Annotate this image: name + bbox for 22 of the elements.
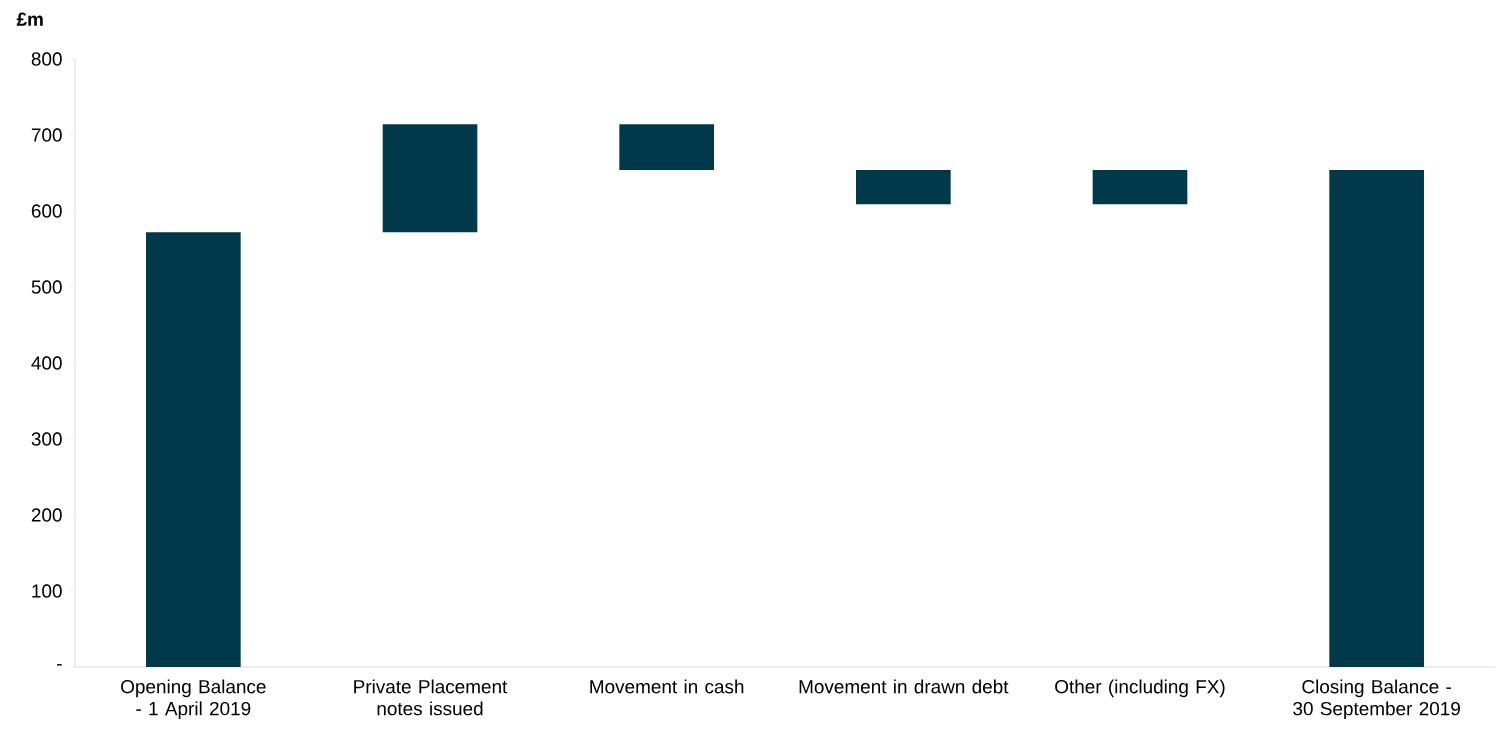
- x-tick-label: Movement in cash: [590, 679, 744, 694]
- y-tick-label: 700: [31, 128, 62, 142]
- y-tick-label: -: [57, 664, 62, 666]
- y-tick-label: 400: [31, 356, 62, 370]
- y-tick-label: 500: [31, 280, 62, 294]
- y-axis-title: £m: [16, 12, 43, 26]
- x-tick-label: Closing Balance - 30 September 2019: [1293, 679, 1460, 720]
- bar: [1329, 169, 1424, 667]
- bar: [1092, 169, 1188, 205]
- x-tick-label: Opening Balance - 1 April 2019: [121, 679, 266, 720]
- y-tick-label: 300: [31, 432, 62, 446]
- y-tick-label: 200: [31, 508, 62, 522]
- bar: [382, 124, 478, 233]
- x-tick-label: Private Placement notes issued: [354, 679, 508, 716]
- x-tick-label: Other (including FX): [1055, 679, 1225, 698]
- y-tick-label: 600: [31, 204, 62, 218]
- x-tick-label: Movement in drawn debt: [799, 679, 1009, 694]
- bar: [146, 232, 241, 667]
- y-tick-label: 800: [31, 52, 62, 66]
- bar: [619, 124, 714, 170]
- bar: [856, 169, 951, 205]
- y-tick-label: 100: [32, 584, 62, 598]
